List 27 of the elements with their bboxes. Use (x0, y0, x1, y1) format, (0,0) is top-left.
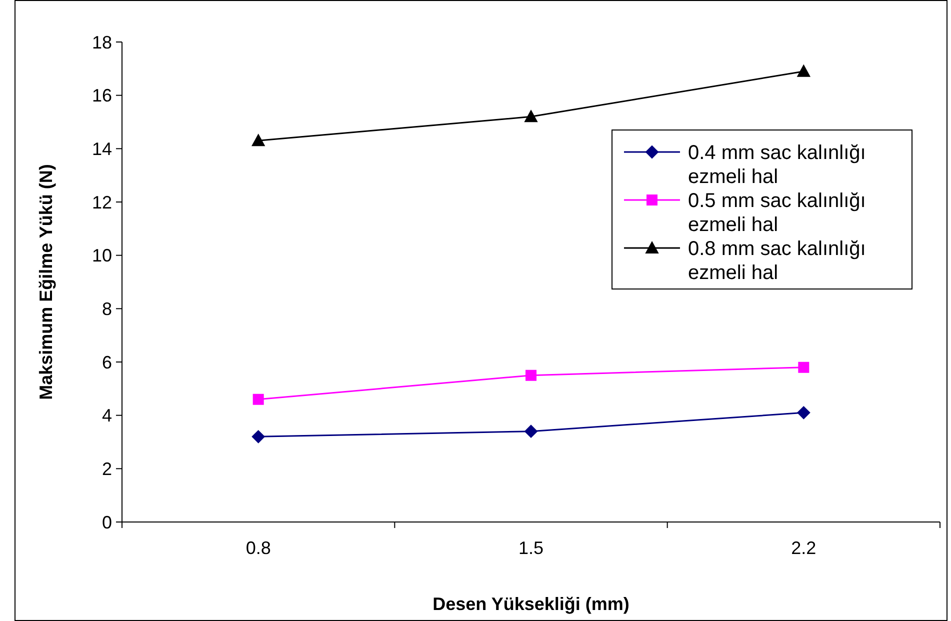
y-tick-label: 12 (92, 192, 112, 212)
legend-label: 0.4 mm sac kalınlığı ezmeli hal (688, 142, 866, 188)
y-tick-label: 16 (92, 86, 112, 106)
point (252, 430, 265, 444)
point (797, 64, 810, 77)
y-tick-label: 2 (102, 458, 112, 479)
y-tick-label: 4 (102, 406, 112, 426)
x-tick-label: 0.8 (246, 538, 271, 558)
y-tick-label: 14 (92, 138, 112, 159)
x-tick-label: 1.5 (518, 538, 544, 558)
legend-label: 0.5 mm sac kalınlığı ezmeli hal (688, 190, 866, 236)
x-axis-title: Desen Yüksekliği (mm) (432, 594, 630, 614)
point (252, 394, 264, 405)
y-tick-label: 6 (102, 352, 112, 372)
y-tick-label: 10 (92, 246, 112, 266)
point (524, 110, 538, 122)
legend-label: 0.8 mm sac kalınlığı ezmeli hal (688, 238, 866, 284)
point (797, 406, 810, 420)
point (524, 424, 538, 438)
point (252, 134, 265, 146)
y-tick-label: 0 (102, 512, 112, 532)
y-tick-label: 18 (92, 32, 112, 52)
point (798, 362, 810, 373)
y-tick-label: 8 (102, 298, 112, 319)
point (526, 370, 536, 381)
x-tick-label: 2.2 (791, 538, 816, 558)
y-axis-title: Maksimum Eğilme Yükü (N) (36, 164, 56, 400)
